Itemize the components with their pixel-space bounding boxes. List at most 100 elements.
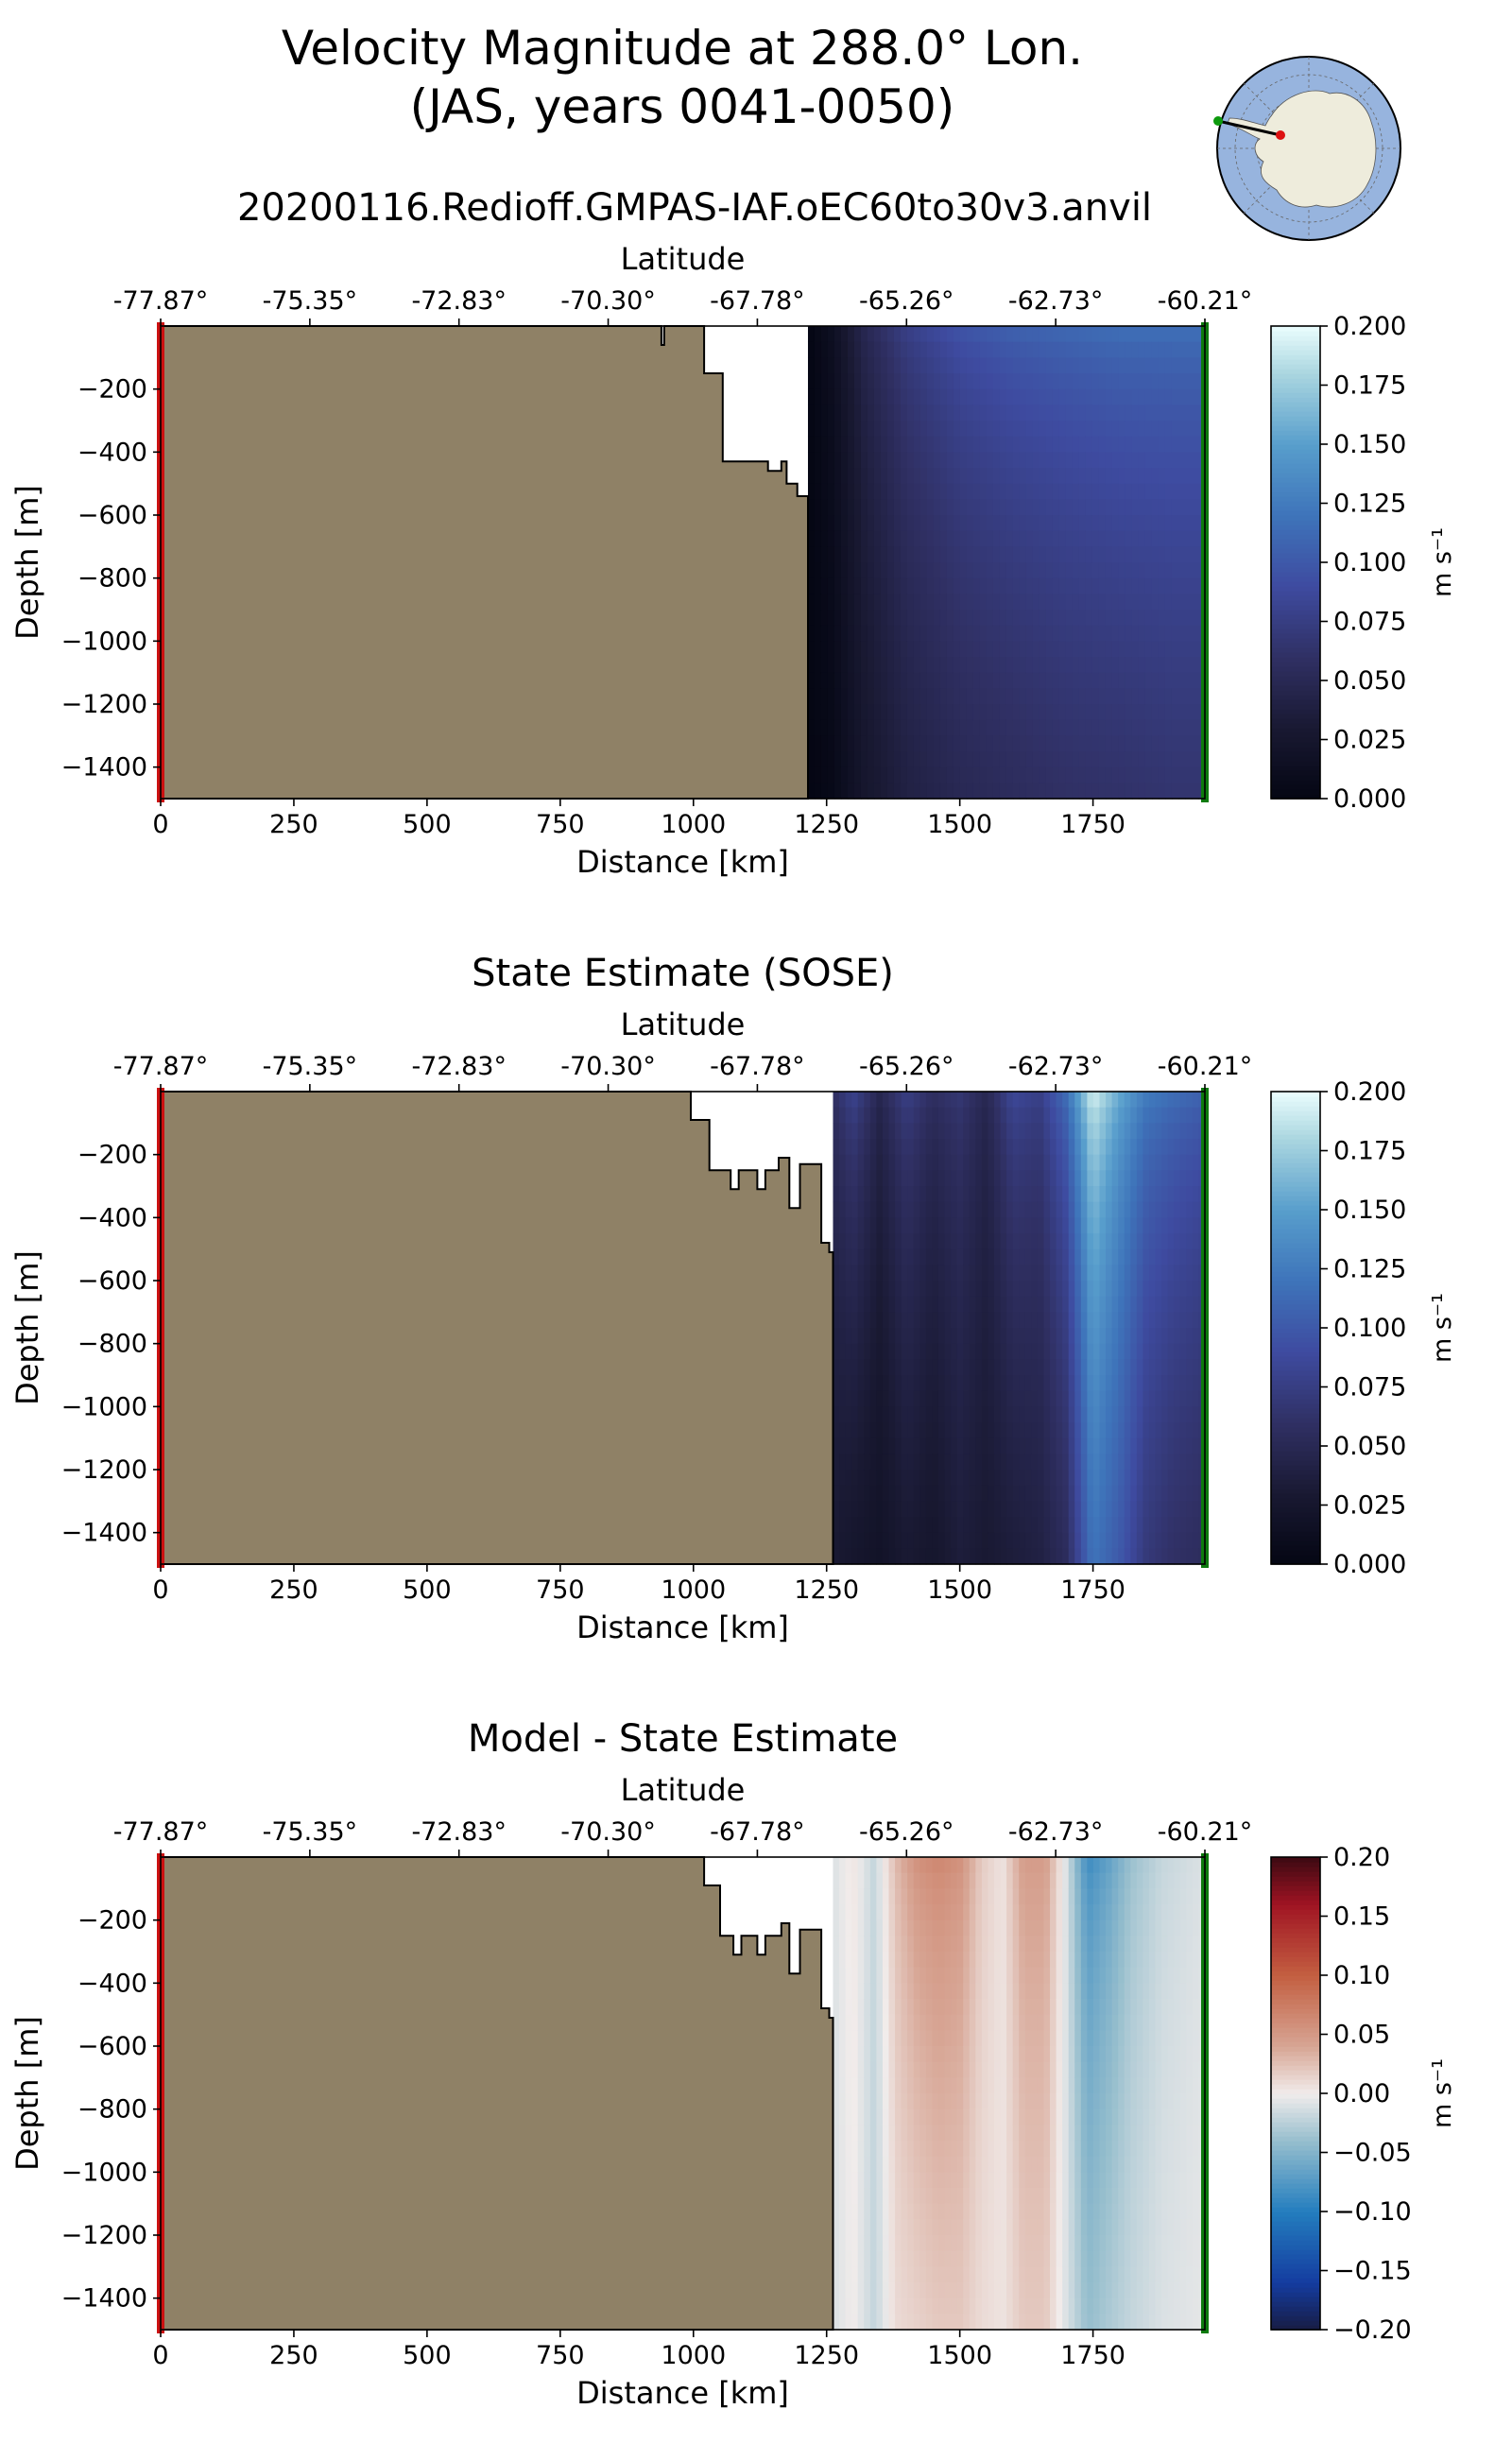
- heatmap-cell: [895, 1217, 902, 1234]
- heatmap-cell: [1087, 2282, 1094, 2299]
- heatmap-cell: [1131, 610, 1140, 627]
- heatmap-cell: [1005, 610, 1014, 627]
- heatmap-cell: [1136, 1437, 1144, 1454]
- heatmap-cell: [1072, 326, 1080, 343]
- heatmap-cell: [1005, 499, 1014, 516]
- heatmap-cell: [944, 1919, 952, 1936]
- heatmap-cell: [839, 1328, 847, 1345]
- heatmap-cell: [969, 2156, 976, 2173]
- heatmap-cell: [1136, 1217, 1144, 1234]
- heatmap-cell: [1024, 1888, 1032, 1905]
- heatmap-cell: [1024, 1470, 1032, 1487]
- heatmap-cell: [963, 1936, 971, 1953]
- heatmap-cell: [900, 436, 908, 453]
- heatmap-cell: [963, 1233, 971, 1250]
- heatmap-cell: [1080, 2156, 1088, 2173]
- heatmap-cell: [975, 1485, 983, 1502]
- heatmap-cell: [1118, 1422, 1125, 1439]
- heatmap-cell: [851, 2298, 859, 2315]
- heatmap-cell: [1052, 421, 1060, 438]
- heatmap-cell: [1087, 1501, 1094, 1518]
- heatmap-cell: [1000, 2061, 1007, 2078]
- heatmap-cell: [888, 1390, 896, 1407]
- heatmap-cell: [857, 2298, 865, 2315]
- heatmap-cell: [1177, 404, 1186, 422]
- heatmap-cell: [840, 388, 849, 405]
- heatmap-cell: [972, 641, 981, 658]
- heatmap-cell: [1050, 1139, 1057, 1156]
- heatmap-cell: [907, 1888, 915, 1905]
- heatmap-cell: [1080, 2141, 1088, 2158]
- heatmap-cell: [1098, 751, 1107, 768]
- heatmap-cell: [981, 1406, 989, 1423]
- heatmap-cell: [1074, 1501, 1082, 1518]
- heatmap-cell: [888, 1281, 896, 1298]
- heatmap-cell: [1111, 735, 1120, 752]
- heatmap-cell: [986, 704, 994, 721]
- heatmap-cell: [1050, 1201, 1057, 1218]
- heatmap-cell: [1092, 2030, 1101, 2047]
- heatmap-cell: [939, 483, 948, 500]
- heatmap-cell: [1043, 2156, 1051, 2173]
- heatmap-cell: [1080, 1312, 1088, 1329]
- heatmap-cell: [951, 1952, 958, 1969]
- heatmap-cell: [839, 2266, 847, 2283]
- heatmap-cell: [840, 468, 849, 485]
- heatmap-cell: [988, 2219, 995, 2236]
- heatmap-cell: [1092, 2266, 1101, 2283]
- heatmap-cell: [1000, 1983, 1007, 2000]
- heatmap-cell: [966, 468, 974, 485]
- heatmap-cell: [857, 1281, 865, 1298]
- heatmap-cell: [827, 610, 835, 627]
- heatmap-cell: [951, 1217, 958, 1234]
- heatmap-cell: [1111, 436, 1120, 453]
- heatmap-cell: [827, 530, 835, 547]
- heatmap-cell: [888, 1548, 896, 1565]
- heatmap-cell: [1171, 341, 1179, 358]
- heatmap-cell: [1158, 610, 1166, 627]
- heatmap-cell: [869, 1233, 877, 1250]
- heatmap-cell: [845, 1952, 852, 1969]
- heatmap-cell: [1031, 1248, 1039, 1265]
- heatmap-cell: [1164, 499, 1173, 516]
- heatmap-cell: [857, 2077, 865, 2094]
- heatmap-cell: [833, 1967, 840, 1984]
- heatmap-cell: [1000, 2030, 1007, 2047]
- heatmap-cell: [907, 2108, 915, 2125]
- heatmap-cell: [1025, 641, 1034, 658]
- heatmap-cell: [907, 1501, 915, 1518]
- heatmap-cell: [1012, 483, 1021, 500]
- heatmap-cell: [1111, 1390, 1119, 1407]
- heatmap-cell: [1087, 2014, 1094, 2031]
- heatmap-cell: [975, 2030, 983, 2047]
- heatmap-cell: [900, 751, 908, 768]
- heatmap-cell: [975, 2266, 983, 2283]
- heatmap-cell: [1155, 1233, 1162, 1250]
- heatmap-cell: [969, 2298, 976, 2315]
- heatmap-cell: [1130, 1470, 1138, 1487]
- heatmap-cell: [1087, 2188, 1094, 2205]
- heatmap-cell: [1019, 1919, 1026, 1936]
- heatmap-cell: [988, 2266, 995, 2283]
- heatmap-cell: [1019, 2030, 1026, 2047]
- heatmap-cell: [1019, 452, 1027, 469]
- heatmap-cell: [979, 483, 988, 500]
- heatmap-cell: [1184, 577, 1193, 594]
- heatmap-cell: [833, 1375, 840, 1392]
- heatmap-cell: [1143, 1375, 1150, 1392]
- heatmap-cell: [969, 1359, 976, 1376]
- heatmap-cell: [1062, 1470, 1070, 1487]
- heatmap-cell: [994, 1888, 1002, 1905]
- heatmap-cell: [1032, 483, 1040, 500]
- heatmap-cell: [946, 499, 954, 516]
- heatmap-cell: [1074, 1217, 1082, 1234]
- heatmap-cell: [959, 530, 968, 547]
- heatmap-cell: [966, 625, 974, 642]
- heatmap-cell: [1098, 657, 1107, 674]
- heatmap-cell: [994, 1328, 1002, 1345]
- heatmap-cell: [1031, 2203, 1039, 2220]
- heatmap-cell: [1167, 1437, 1175, 1454]
- heatmap-cell: [913, 1139, 920, 1156]
- heatmap-cell: [963, 1281, 971, 1298]
- heatmap-cell: [869, 1154, 877, 1171]
